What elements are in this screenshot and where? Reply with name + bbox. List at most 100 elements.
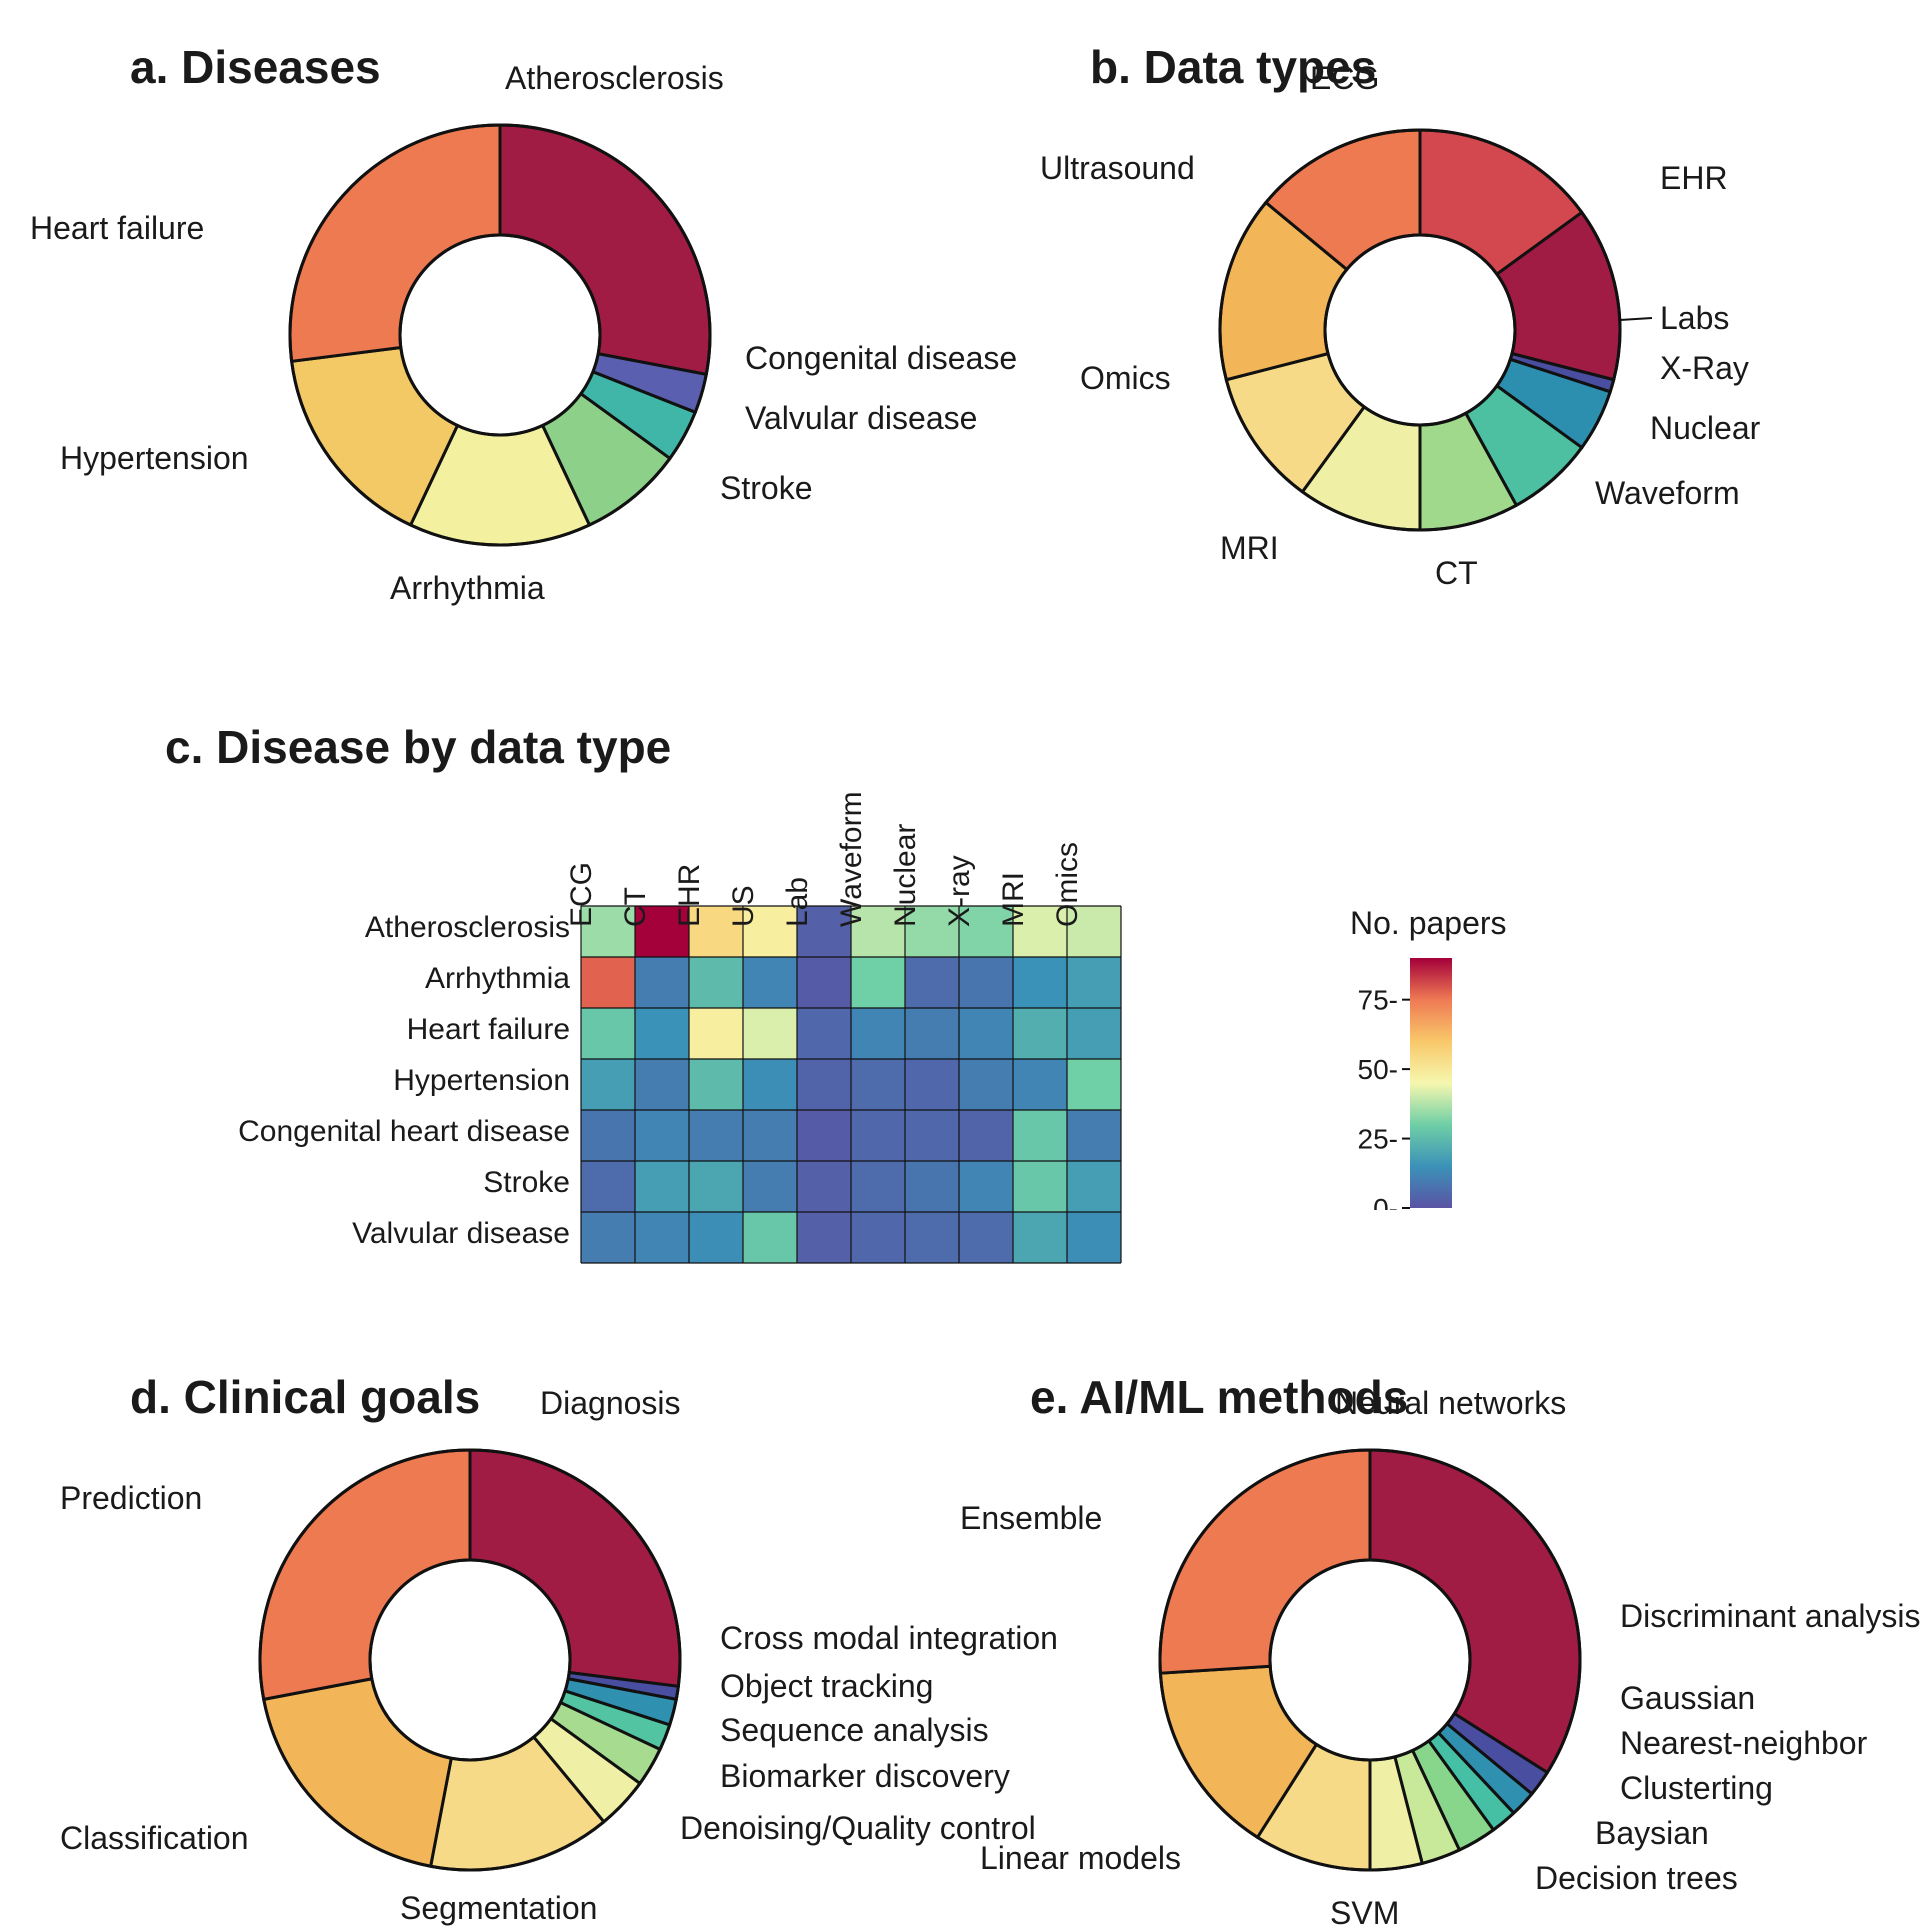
slice-label: Sequence analysis [720, 1712, 989, 1749]
slice-label: Baysian [1595, 1815, 1709, 1852]
heatmap-cell [797, 1110, 851, 1161]
diseases-donut [286, 121, 714, 549]
heatmap-cell [689, 1008, 743, 1059]
heatmap-cell [797, 1059, 851, 1110]
heatmap-cell [581, 1110, 635, 1161]
heatmap-row-label: Stroke [180, 1166, 570, 1200]
heatmap-col-label: ECG [565, 862, 599, 927]
slice-label: ECG [1310, 60, 1379, 97]
heatmap-cell [1013, 1161, 1067, 1212]
slice-label: Nuclear [1650, 410, 1760, 447]
slice-label: Valvular disease [745, 400, 977, 437]
heatmap-col-label: US [727, 885, 761, 927]
aiml-methods-donut [1156, 1446, 1584, 1874]
heatmap-cell [1067, 1161, 1121, 1212]
heatmap-col-label: X-ray [943, 855, 977, 927]
heatmap-cell [743, 1059, 797, 1110]
heatmap-cell [1067, 1212, 1121, 1263]
slice-label: Stroke [720, 470, 812, 507]
slice-label: Hypertension [60, 440, 249, 477]
slice-label: Omics [1080, 360, 1171, 397]
colorbar-tick-label: 75- [1358, 985, 1398, 1016]
donut-slice [260, 1450, 470, 1699]
heatmap-colorbar: No. papers75-50-25-0- [1350, 905, 1507, 1210]
heatmap-cell [905, 1059, 959, 1110]
heatmap-cell [851, 1212, 905, 1263]
heatmap-cell [581, 957, 635, 1008]
heatmap-cell [1013, 1110, 1067, 1161]
slice-label: Ultrasound [1040, 150, 1195, 187]
slice-label: Discriminant analysis [1620, 1598, 1920, 1635]
heatmap-cell [959, 1059, 1013, 1110]
heatmap-cell [905, 1212, 959, 1263]
heatmap-cell [905, 1161, 959, 1212]
heatmap-col-label: MRI [997, 872, 1031, 927]
heatmap-col-label: Nuclear [889, 824, 923, 927]
heatmap-cell [1067, 957, 1121, 1008]
donut-slice [470, 1450, 680, 1686]
heatmap-cell [1013, 957, 1067, 1008]
heatmap-cell [1067, 1110, 1121, 1161]
colorbar-tick-label: 50- [1358, 1054, 1398, 1085]
heatmap-cell [689, 1212, 743, 1263]
heatmap-cell [797, 1008, 851, 1059]
heatmap-cell [635, 1059, 689, 1110]
heatmap-cell [689, 1059, 743, 1110]
slice-label: Neural networks [1335, 1385, 1566, 1422]
heatmap-cell [743, 957, 797, 1008]
heatmap-cell [959, 1212, 1013, 1263]
heatmap-cell [743, 1161, 797, 1212]
heatmap-cell [959, 1008, 1013, 1059]
donut-slice [500, 125, 710, 374]
heatmap-cell [797, 957, 851, 1008]
heatmap-cell [689, 1161, 743, 1212]
panel-d-title: d. Clinical goals [130, 1370, 480, 1424]
heatmap-cell [689, 1110, 743, 1161]
slice-label: Atherosclerosis [505, 60, 724, 97]
slice-label: Diagnosis [540, 1385, 681, 1422]
heatmap-cell [635, 957, 689, 1008]
heatmap-cell [743, 1008, 797, 1059]
heatmap-cell [851, 1008, 905, 1059]
heatmap-cell [1013, 1059, 1067, 1110]
heatmap-cell [743, 1110, 797, 1161]
disease-by-datatype-heatmap [580, 905, 1122, 1264]
slice-label: Classification [60, 1820, 249, 1857]
heatmap-cell [689, 957, 743, 1008]
heatmap-cell [743, 1212, 797, 1263]
slice-label: Segmentation [400, 1890, 597, 1927]
donut-slice [1370, 1450, 1580, 1773]
heatmap-cell [905, 1110, 959, 1161]
heatmap-cell [581, 1059, 635, 1110]
heatmap-cell [581, 1008, 635, 1059]
heatmap-row-label: Atherosclerosis [180, 911, 570, 945]
heatmap-cell [635, 1212, 689, 1263]
panel-a-title: a. Diseases [130, 40, 381, 94]
heatmap-col-label: EHR [673, 864, 707, 927]
heatmap-cell [851, 1059, 905, 1110]
colorbar-tick-label: 25- [1358, 1124, 1398, 1155]
datatypes-donut [1216, 126, 1624, 534]
heatmap-col-label: Omics [1051, 842, 1085, 927]
heatmap-cell [851, 957, 905, 1008]
donut-slice [1160, 1450, 1370, 1673]
slice-label: SVM [1330, 1895, 1399, 1932]
heatmap-cell [905, 1008, 959, 1059]
heatmap-cell [797, 1161, 851, 1212]
slice-label: Gaussian [1620, 1680, 1755, 1717]
slice-label: Object tracking [720, 1668, 933, 1705]
heatmap-cell [635, 1110, 689, 1161]
heatmap-row-label: Arrhythmia [180, 962, 570, 996]
heatmap-cell [1067, 1059, 1121, 1110]
colorbar-gradient [1410, 958, 1452, 1208]
heatmap-cell [959, 1161, 1013, 1212]
heatmap-col-label: CT [619, 887, 653, 927]
heatmap-col-label: Lab [781, 877, 815, 927]
heatmap-row-label: Hypertension [180, 1064, 570, 1098]
heatmap-cell [851, 1161, 905, 1212]
clinical-goals-donut [256, 1446, 684, 1874]
slice-label: Cross modal integration [720, 1620, 1058, 1657]
heatmap-cell [1013, 1008, 1067, 1059]
slice-label: Ensemble [960, 1500, 1102, 1537]
leader-line [1620, 318, 1652, 320]
